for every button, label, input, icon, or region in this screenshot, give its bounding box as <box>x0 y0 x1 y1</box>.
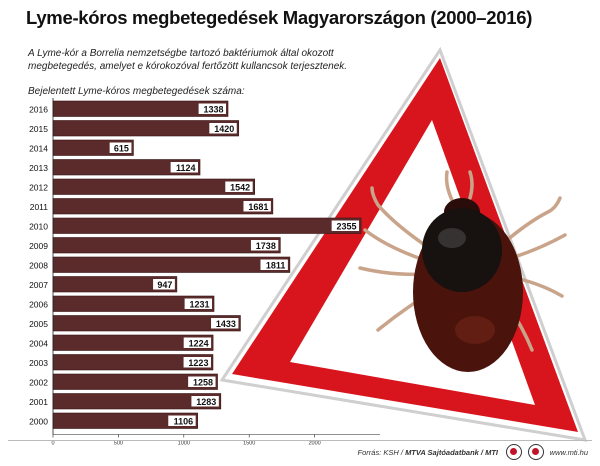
data-label-box-2015 <box>209 123 237 134</box>
data-label-box-2013 <box>170 162 199 173</box>
x-tick-label-2000: 2000 <box>308 441 320 447</box>
data-label-2000: 1106 <box>174 416 194 426</box>
data-label-box-2016 <box>198 103 227 114</box>
bar-2008 <box>52 256 291 273</box>
data-label-2015: 1420 <box>214 124 234 134</box>
y-tick-label-2008: 2008 <box>29 260 48 270</box>
bar-2011 <box>52 198 274 215</box>
data-label-2012: 1542 <box>230 182 250 192</box>
data-label-box-2011 <box>243 201 271 212</box>
y-tick-label-2011: 2011 <box>30 202 49 212</box>
y-tick-label-2015: 2015 <box>29 124 48 134</box>
data-label-2008: 1811 <box>266 260 286 270</box>
data-label-2003: 1223 <box>188 358 208 368</box>
y-tick-label-2010: 2010 <box>29 221 48 231</box>
tick-icon <box>358 170 567 372</box>
footer-divider <box>8 440 592 441</box>
footer: Forrás: KSH / MTVA Sajtóadatbank / MTI w… <box>0 438 600 466</box>
data-label-box-2006 <box>184 298 213 309</box>
data-label-2001: 1283 <box>196 397 216 407</box>
data-label-box-2010 <box>331 220 360 231</box>
data-label-box-2004 <box>183 337 212 348</box>
data-label-box-2003 <box>183 357 211 368</box>
y-tick-label-2014: 2014 <box>29 143 48 153</box>
data-label-2010: 2355 <box>337 221 357 231</box>
source-agency: MTVA Sajtóadatbank / MTI <box>405 448 498 457</box>
data-label-box-2014 <box>109 142 132 153</box>
mtva-logo-icon <box>528 444 544 460</box>
data-label-box-2007 <box>153 279 175 290</box>
y-tick-label-2004: 2004 <box>29 338 48 348</box>
data-label-2005: 1433 <box>216 319 236 329</box>
x-tick-label-1000: 1000 <box>178 441 190 447</box>
data-label-box-2001 <box>191 396 219 407</box>
bar-2009 <box>52 237 281 254</box>
data-label-2007: 947 <box>157 280 172 290</box>
y-tick-label-2007: 2007 <box>29 280 48 290</box>
x-tick-label-1500: 1500 <box>243 441 255 447</box>
data-label-box-2008 <box>260 259 288 270</box>
y-tick-label-2016: 2016 <box>29 104 48 114</box>
data-label-box-2002 <box>188 376 216 387</box>
mti-logo-icon <box>506 444 522 460</box>
y-tick-label-2012: 2012 <box>29 182 48 192</box>
data-label-box-2009 <box>250 240 279 251</box>
chart-subtitle: A Lyme-kór a Borrelia nemzetségbe tartoz… <box>28 48 348 72</box>
data-label-box-2005 <box>211 318 239 329</box>
x-axis: 0 500 1000 1500 2000 <box>51 98 380 447</box>
data-label-2013: 1124 <box>176 163 196 173</box>
data-label-box-2000 <box>168 415 196 426</box>
y-tick-label-2006: 2006 <box>29 299 48 309</box>
data-label-2014: 615 <box>114 143 129 153</box>
data-label-box-2012 <box>225 181 253 192</box>
y-tick-label-2003: 2003 <box>29 358 48 368</box>
y-tick-label-2005: 2005 <box>29 319 48 329</box>
y-tick-label-2009: 2009 <box>29 241 48 251</box>
data-label-2009: 1738 <box>256 241 276 251</box>
bar-2010 <box>52 217 362 234</box>
x-tick-label-0: 0 <box>51 441 54 447</box>
y-tick-label-2001: 2001 <box>29 397 48 407</box>
data-label-2004: 1224 <box>189 338 209 348</box>
chart-title: Lyme-kóros megbetegedések Magyarországon… <box>26 7 533 28</box>
data-label-2011: 1681 <box>248 202 268 212</box>
bar-2012 <box>52 178 255 195</box>
source-credit: Forrás: KSH / MTVA Sajtóadatbank / MTI <box>358 448 498 457</box>
data-label-2006: 1231 <box>189 299 209 309</box>
y-tick-label-2000: 2000 <box>29 416 48 426</box>
website-link[interactable]: www.mti.hu <box>549 448 588 457</box>
y-tick-label-2002: 2002 <box>29 377 48 387</box>
y-tick-label-2013: 2013 <box>29 163 48 173</box>
bars-layer: 2016 1338 2015 1420 2014 615 2013 1124 2012 1542 2… <box>29 100 362 429</box>
data-label-2002: 1258 <box>193 377 213 387</box>
count-label: Bejelentett Lyme-kóros megbetegedések sz… <box>28 86 245 97</box>
x-tick-label-500: 500 <box>114 441 123 447</box>
data-label-2016: 1338 <box>203 104 223 114</box>
source-prefix: Forrás: KSH / <box>357 448 406 457</box>
